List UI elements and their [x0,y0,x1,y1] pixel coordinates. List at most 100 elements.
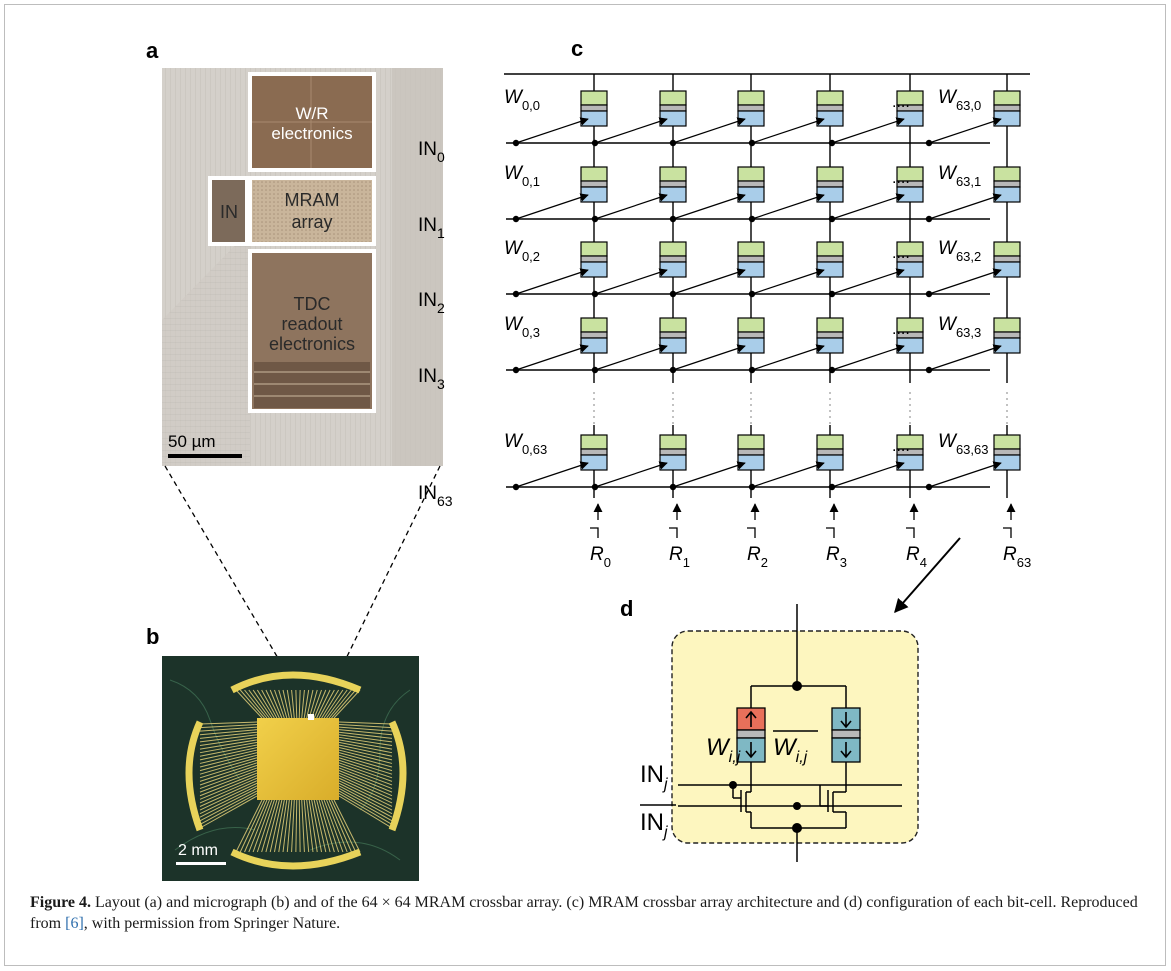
bond-wire [338,736,393,747]
bond-wire [338,739,393,750]
access-switch [672,268,746,295]
bond-wire [306,799,314,853]
bond-wire [338,782,393,811]
bond-wire [199,744,258,757]
panel-a: a W/R electronics IN MRAM array [146,38,443,466]
mram-array-block [248,176,376,246]
tdc-label-2: readout [281,314,342,334]
bond-wire [199,787,258,818]
access-switch [751,193,825,220]
figure-caption: Figure 4. Layout (a) and micrograph (b) … [30,892,1140,934]
mtj-barrier [816,104,844,112]
bond-wire [338,747,393,761]
mtj-fixed-layer [580,110,608,127]
mtj-free-layer [659,166,687,182]
bond-wire [333,799,361,853]
mtj-free-layer [737,90,765,106]
bond-wire [199,764,258,786]
weight-label-left: W0,0 [504,87,540,113]
bond-wire [235,799,263,853]
mtj-barrier [580,448,608,456]
bond-wire [308,689,318,719]
weight-label-right: W63,63 [938,431,988,457]
mtj-fixed-layer [659,261,687,278]
bond-wire [323,799,344,853]
mtj-fixed-layer [896,337,924,354]
bond-wire [199,736,258,747]
bond-wire [278,799,288,853]
row-input-label: IN0 [418,139,445,165]
access-switch [515,268,589,295]
access-switch [672,193,746,220]
mtj-fixed-layer [896,186,924,203]
caption-reference-link[interactable]: [6] [65,915,84,932]
access-switch [831,344,905,371]
access-switch [831,193,905,220]
bond-wire [269,689,283,719]
bond-wire [199,775,258,800]
column-ellipsis: .... [892,94,910,111]
mtj-barrier [816,180,844,188]
bond-wire [199,757,258,775]
scalebar-b [176,862,226,865]
figure-frame [4,4,1166,966]
access-switch [831,117,905,144]
bond-wire [199,770,258,793]
mtj-free-layer [816,317,844,333]
zoom-line-left [164,465,313,717]
bond-wire [248,799,270,853]
access-switch [515,193,589,220]
bond-wire [338,775,393,800]
row-input-label: IN3 [418,366,445,392]
bond-wire [303,689,310,719]
bond-wire [338,764,393,786]
in-j-bar-label: INj [640,809,668,841]
bond-wire [291,799,295,853]
mtj-barrier [993,448,1021,456]
bond-wire [313,799,327,853]
mtj-fixed-layer [896,110,924,127]
readout-label: R63 [1003,544,1031,570]
access-switch [751,268,825,295]
mtj-barrier [993,331,1021,339]
mtj-barrier [659,448,687,456]
bond-wire [199,777,258,804]
bond-wire [199,721,258,725]
access-switch [594,461,668,488]
bond-wire [301,689,305,719]
mtj-free-layer [737,241,765,257]
access-switch [515,117,589,144]
panel-c: c IN0 W0,0 W63,0.... IN1 W0,1 W63,1.... IN2 W0,… [418,36,1031,570]
mtj-barrier [737,180,765,188]
weight-label-left: W0,1 [504,163,540,189]
mtj-w-bar [831,707,861,763]
access-switch [751,117,825,144]
bond-wire [265,799,280,853]
bond-wire [321,799,340,853]
mtj-free-layer [993,90,1021,106]
mtj-free-layer [580,166,608,182]
mtj-fixed-layer [659,337,687,354]
mtj-fixed-layer [896,454,924,471]
readout-tick [747,527,756,538]
bond-wire [199,785,258,815]
bond-wire [199,772,258,797]
bond-wire [338,790,393,822]
bond-wire [331,799,357,853]
mtj-barrier [659,255,687,263]
panel-c-label: c [571,36,583,61]
bond-wire [321,689,340,719]
bond-wire [282,799,290,853]
bond-wire [244,689,268,719]
access-switch [594,268,668,295]
panel-b-label: b [146,624,159,649]
bond-wire [274,689,285,719]
readout-tick [1003,527,1012,538]
access-switch [928,117,1002,144]
caption-text: Layout (a) and micrograph (b) and of the… [30,894,1138,932]
mtj-barrier [737,104,765,112]
bond-wire [338,754,393,772]
mtj-free-layer [816,434,844,450]
bond-wire [298,689,301,719]
pad-ring-right [388,720,407,832]
